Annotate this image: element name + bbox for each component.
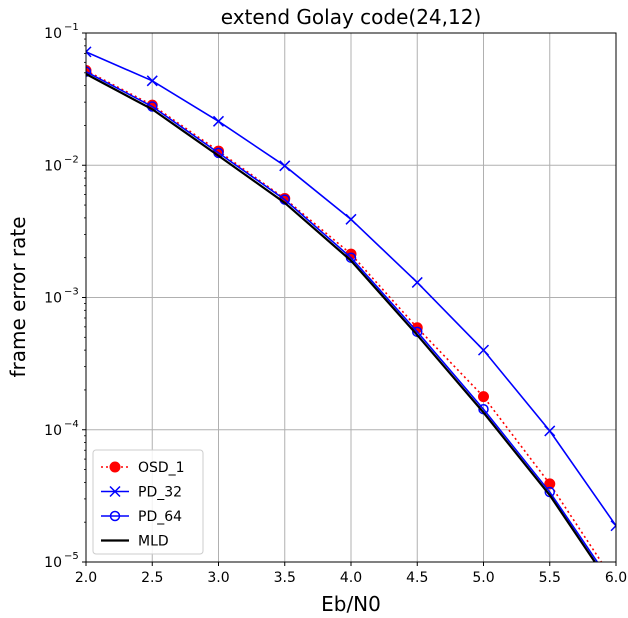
data-point	[212, 115, 225, 127]
legend-label: OSD_1	[138, 460, 185, 476]
y-axis-label: frame error rate	[6, 216, 30, 377]
y-tick-exponent: −1	[64, 22, 79, 33]
x-tick-label: 2.5	[141, 570, 163, 586]
legend-label: PD_32	[138, 485, 182, 501]
x-tick-label: 3.0	[207, 570, 229, 586]
data-point	[612, 585, 621, 594]
legend-box	[92, 449, 204, 555]
y-tick-label: 10	[44, 555, 62, 571]
y-tick-exponent: −2	[64, 154, 79, 165]
y-tick-base: 10	[44, 423, 62, 439]
data-point	[544, 425, 556, 437]
y-tick-exponent: −5	[64, 551, 79, 562]
y-tick-label: 10	[44, 423, 62, 439]
x-tick-label: 2.0	[75, 570, 97, 586]
x-tick-label: 4.0	[340, 570, 362, 586]
x-tick-label: 3.5	[274, 570, 296, 586]
data-point	[544, 478, 556, 490]
legend-label: PD_64	[138, 509, 182, 525]
legend-item: MLD	[101, 534, 169, 550]
legend-item: OSD_1	[101, 460, 185, 476]
data-point	[109, 510, 121, 522]
data-point	[411, 276, 423, 288]
y-tick-label: 10	[44, 158, 62, 174]
data-point	[146, 75, 158, 87]
x-tick-label: 5.5	[539, 570, 561, 586]
legend-label: MLD	[138, 534, 169, 550]
y-tick-label: 10	[44, 26, 62, 42]
legend-item: PD_64	[101, 509, 182, 525]
series-line	[86, 70, 599, 562]
x-axis-label: Eb/N0	[321, 592, 381, 616]
y-tick-exponent: −4	[64, 419, 79, 430]
data-point	[610, 520, 616, 532]
data-point	[477, 344, 490, 356]
data-point	[109, 485, 121, 498]
legend-item: PD_32	[101, 485, 182, 501]
series-pd-32	[86, 46, 616, 532]
series-line	[86, 69, 603, 562]
data-point	[86, 46, 92, 58]
series-line	[86, 72, 597, 562]
y-tick-exponent: −3	[64, 287, 79, 298]
x-tick-label: 5.0	[472, 570, 494, 586]
data-point	[345, 213, 357, 225]
data-point	[279, 160, 291, 172]
series-layer	[86, 46, 621, 594]
y-tick-label: 10	[44, 291, 62, 307]
legend: OSD_1 PD_32 PD_64 MLD	[92, 449, 204, 555]
y-tick-base: 10	[44, 26, 62, 42]
data-point	[478, 391, 489, 403]
data-point	[86, 66, 92, 77]
y-tick-base: 10	[44, 291, 62, 307]
data-point	[109, 461, 121, 473]
series-mld	[86, 72, 597, 562]
x-tick-label: 6.0	[605, 570, 627, 586]
x-tick-label: 4.5	[406, 570, 428, 586]
y-tick-base: 10	[44, 158, 62, 174]
ticks: 2.0 2.5 3.0 3.5 4.0 4.5 5.0 5.5 6.010 −510 −410 −31…	[44, 22, 627, 586]
y-tick-base: 10	[44, 555, 62, 571]
chart-title: extend Golay code(24,12)	[221, 5, 482, 29]
